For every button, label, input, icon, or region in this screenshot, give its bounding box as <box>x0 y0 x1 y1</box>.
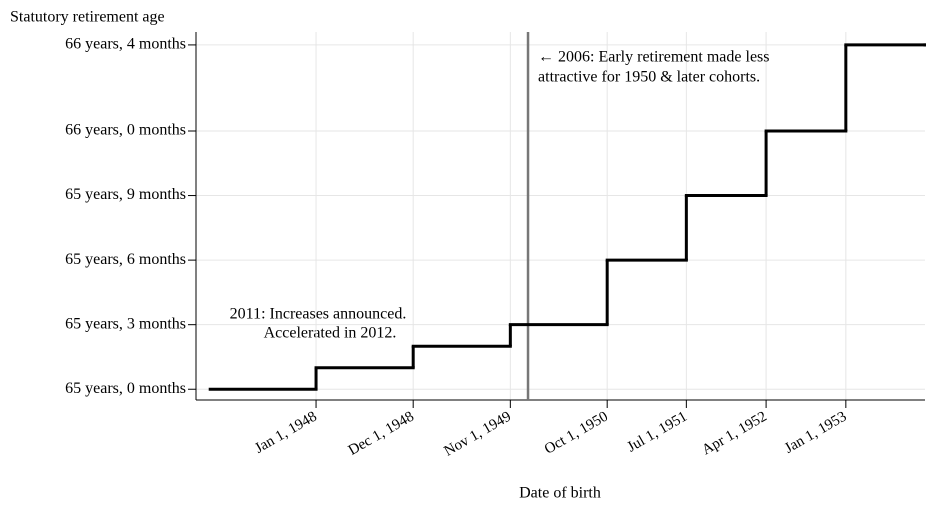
x-tick-label: Jan 1, 1948 <box>252 409 320 457</box>
x-tick-label: Nov 1, 1949 <box>441 409 514 460</box>
annotation: Accelerated in 2012. <box>264 325 397 342</box>
x-tick-label: Jul 1, 1951 <box>625 409 690 456</box>
y-tick-label: 65 years, 6 months <box>65 251 186 268</box>
annotation: attractive for 1950 & later cohorts. <box>538 69 760 86</box>
x-tick-label: Dec 1, 1948 <box>346 409 417 459</box>
y-axis-title: Statutory retirement age <box>10 9 165 26</box>
y-tick-label: 66 years, 0 months <box>65 122 186 139</box>
x-tick-label: Oct 1, 1950 <box>542 409 611 458</box>
x-axis-title: Date of birth <box>519 485 601 502</box>
grid <box>196 32 925 400</box>
annotation: 2011: Increases announced. <box>230 306 407 323</box>
x-tick-label: Apr 1, 1952 <box>699 409 769 459</box>
annotation: ← 2006: Early retirement made less <box>538 49 769 66</box>
y-tick-label: 65 years, 9 months <box>65 186 186 203</box>
x-tick-label: Jan 1, 1953 <box>782 409 850 457</box>
y-tick-label: 66 years, 4 months <box>65 36 186 53</box>
y-tick-label: 65 years, 3 months <box>65 315 186 332</box>
y-tick-label: 65 years, 0 months <box>65 380 186 397</box>
